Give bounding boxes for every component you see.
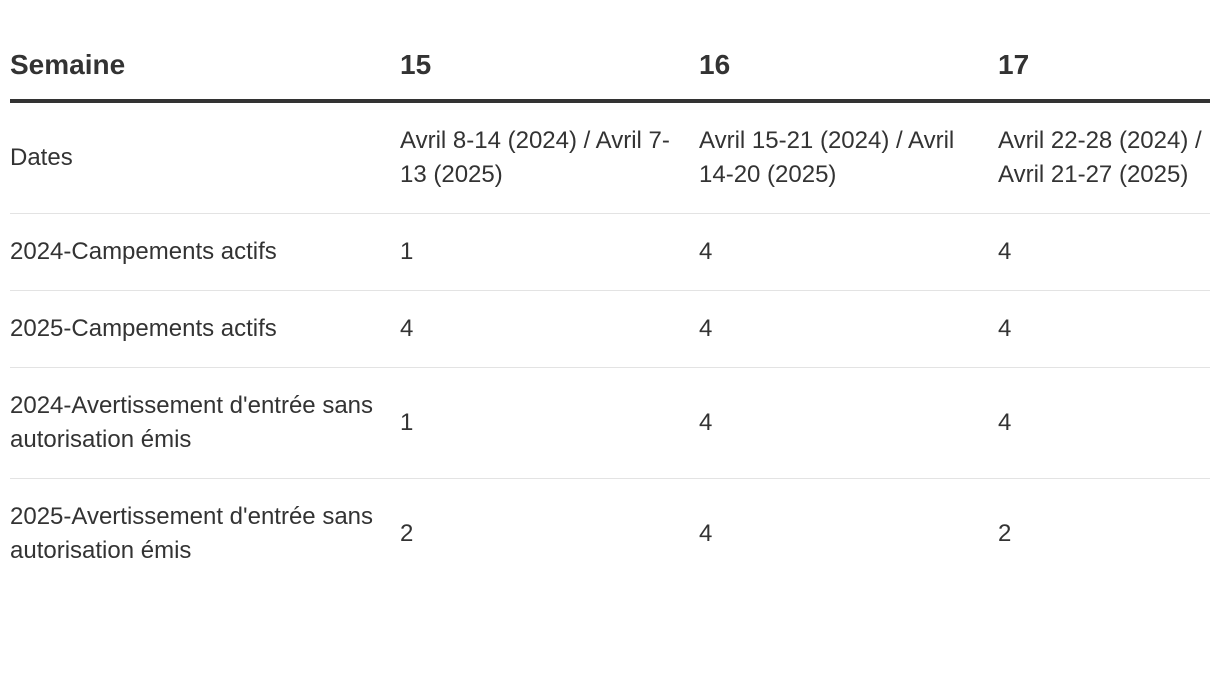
table-head: Semaine 15 16 17	[10, 30, 1210, 103]
header-cell: 15	[400, 30, 699, 103]
table-cell: Avril 15-21 (2024) / Avril 14-20 (2025)	[699, 101, 998, 214]
row-label: 2025-Avertissement d'entrée sans autoris…	[10, 503, 374, 564]
table-body: Dates Avril 8-14 (2024) / Avril 7-13 (202…	[10, 101, 1210, 589]
table-row: 2024-Campements actifs 1 4 4	[10, 213, 1210, 291]
table-cell: 4	[699, 290, 998, 368]
table-cell: 4	[699, 213, 998, 291]
table-row: 2024-Avertissement d'entrée sans autoris…	[10, 367, 1210, 479]
row-label: 2024-Avertissement d'entrée sans autoris…	[10, 367, 400, 479]
table-cell: 4	[998, 213, 1210, 291]
table-row: 2025-Campements actifs 4 4 4	[10, 290, 1210, 368]
table-row: Dates Avril 8-14 (2024) / Avril 7-13 (202…	[10, 101, 1210, 214]
header-cell: 16	[699, 30, 998, 103]
table-cell: 2	[998, 520, 1012, 547]
header-cell: Semaine	[10, 30, 400, 103]
table-cell: 2	[400, 520, 414, 547]
table-cell: 4	[998, 367, 1210, 479]
table-cell: Avril 8-14 (2024) / Avril 7-13 (2025)	[400, 101, 699, 214]
header-row: Semaine 15 16 17	[10, 30, 1210, 103]
table-cell: 4	[699, 520, 713, 547]
table-cell: 1	[400, 213, 699, 291]
table-cell: 1	[400, 367, 699, 479]
table-row: 2025-Avertissement d'entrée sans autoris…	[10, 479, 1210, 590]
table-cell: 4	[699, 367, 998, 479]
row-label: 2024-Campements actifs	[10, 213, 400, 291]
data-table: Semaine 15 16 17 Dates Avril 8-14 (2024) / A…	[10, 30, 1210, 589]
table-cell: Avril 22-28 (2024) / Avril 21-27 (2025)	[998, 101, 1210, 214]
table-cell: 4	[400, 290, 699, 368]
table-cell: 4	[998, 290, 1210, 368]
row-label: Dates	[10, 101, 400, 214]
row-label: 2025-Campements actifs	[10, 290, 400, 368]
header-cell: 17	[998, 30, 1210, 103]
